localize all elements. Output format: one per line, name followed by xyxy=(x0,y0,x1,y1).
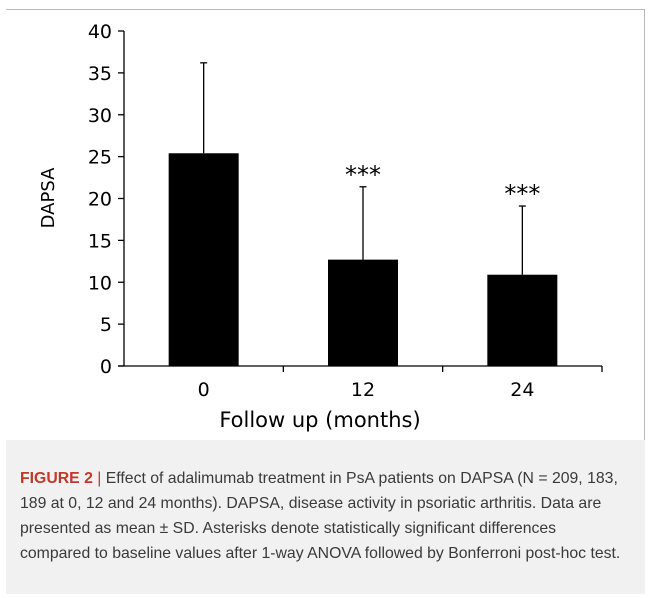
y-axis-label: DAPSA xyxy=(38,167,59,228)
caption-box: FIGURE 2 | Effect of adalimumab treatmen… xyxy=(6,440,645,594)
y-tick-label: 20 xyxy=(88,189,112,211)
caption-text: Effect of adalimumab treatment in PsA pa… xyxy=(20,470,621,562)
significance-annotations: *** *** xyxy=(345,161,540,208)
x-tick-label: 0 xyxy=(198,379,210,401)
x-tick-label: 12 xyxy=(351,379,375,401)
y-tick-label: 15 xyxy=(88,230,112,252)
bar-chart: 0 5 10 15 20 25 30 35 40 0 12 24 *** *** Follow up … xyxy=(38,21,603,432)
y-tick-label: 30 xyxy=(88,105,112,127)
y-tick-label: 10 xyxy=(88,272,112,294)
significance-marker: *** xyxy=(504,180,540,208)
error-bars xyxy=(200,62,526,275)
bars xyxy=(168,153,558,366)
caption-label: FIGURE 2 xyxy=(20,470,93,487)
y-tick-label: 40 xyxy=(88,21,112,43)
y-tick-label: 0 xyxy=(100,356,112,378)
y-axis-ticks: 0 5 10 15 20 25 30 35 40 xyxy=(88,21,124,378)
x-axis-label: Follow up (months) xyxy=(219,408,420,432)
bar-12 xyxy=(328,259,398,366)
y-tick-label: 35 xyxy=(88,63,112,85)
significance-marker: *** xyxy=(345,161,381,189)
x-axis-ticks: 0 12 24 xyxy=(198,366,603,401)
caption-separator: | xyxy=(97,470,102,487)
bar-0 xyxy=(168,153,239,366)
y-tick-label: 5 xyxy=(100,314,112,336)
y-tick-label: 25 xyxy=(88,147,112,169)
figure-caption: FIGURE 2 | Effect of adalimumab treatmen… xyxy=(20,466,629,566)
x-tick-label: 24 xyxy=(510,379,534,401)
bar-24 xyxy=(487,274,558,366)
